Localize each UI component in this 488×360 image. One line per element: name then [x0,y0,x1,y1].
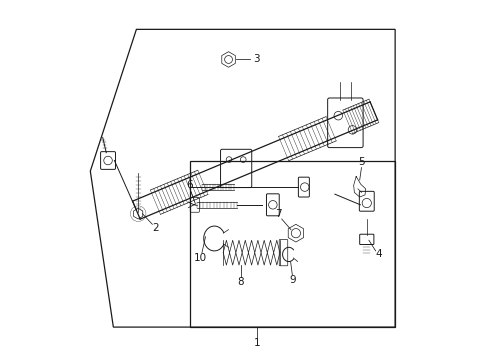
Text: 6: 6 [186,180,193,190]
Text: 5: 5 [357,157,364,167]
Text: 3: 3 [253,54,260,64]
Text: 1: 1 [253,338,260,348]
Text: 7: 7 [275,209,282,219]
Text: 10: 10 [193,253,206,263]
Text: 4: 4 [375,249,382,260]
Text: 9: 9 [289,275,296,285]
Text: 2: 2 [152,223,159,233]
Text: 8: 8 [237,277,244,287]
